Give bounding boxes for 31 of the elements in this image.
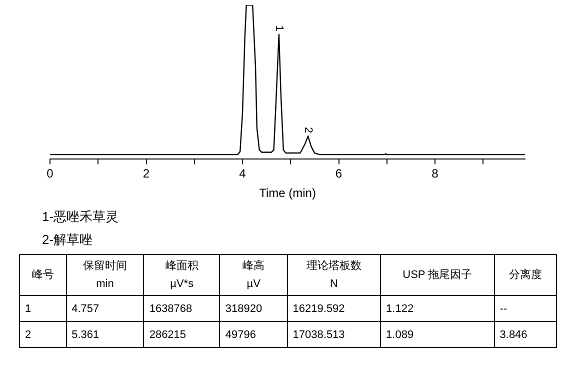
text: 保留时间 min [66,254,144,296]
text: 1.089 [380,322,494,348]
text: 16219.592 [287,296,381,322]
annotation: 1 [272,25,285,32]
x-axis-title: Time (min) [259,186,316,200]
text: 峰号 [20,254,66,296]
annotation: 2 [302,126,314,134]
text: 286215 [144,322,220,348]
text: 2 [20,322,66,348]
x-tick-label: 0 [46,166,54,181]
text: USP 拖尾因子 [380,254,494,296]
text: 理论塔板数 N [287,254,381,296]
text: 1.122 [380,296,494,322]
x-tick-label: 6 [335,166,342,181]
text: 2-解草唑 [42,231,94,249]
text: 4.757 [66,296,144,322]
text: 峰面积 µV*s [144,254,220,296]
text: -- [494,296,556,322]
x-tick-label: 2 [142,166,150,181]
x-tick-label: 8 [432,166,439,181]
x-tick-label: 4 [239,166,246,181]
text: 318920 [220,296,288,322]
text: 分离度 [494,254,556,296]
text: 1 [20,296,66,322]
text: 17038.513 [287,322,381,348]
text: 5.361 [66,322,144,348]
text: 峰高 µV [220,254,288,296]
text: 3.846 [494,322,556,348]
text: 1-恶唑禾草灵 [42,208,120,226]
text: 49796 [220,322,288,348]
text: 1638768 [144,296,220,322]
